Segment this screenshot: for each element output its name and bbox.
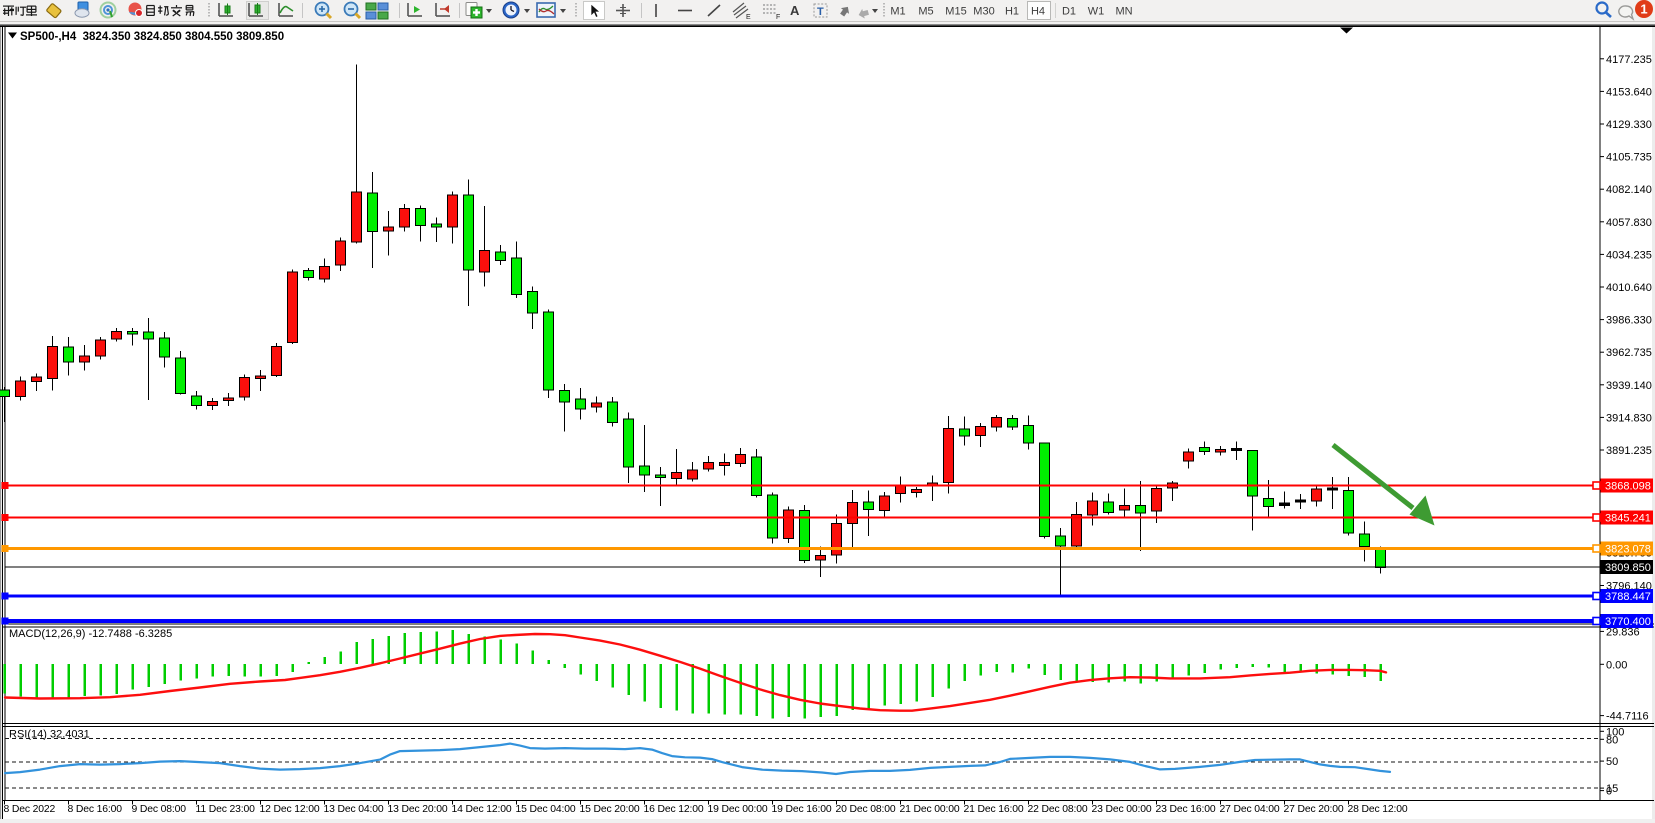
svg-text:11 Dec 23:00: 11 Dec 23:00: [196, 804, 256, 815]
svg-text:0: 0: [1606, 786, 1612, 798]
svg-text:27 Dec 20:00: 27 Dec 20:00: [1284, 804, 1344, 815]
svg-text:29.836: 29.836: [1606, 626, 1640, 638]
svg-text:3868.098: 3868.098: [1605, 481, 1651, 493]
svg-text:M5: M5: [918, 6, 933, 18]
svg-text:1: 1: [1640, 2, 1647, 17]
svg-text:27 Dec 04:00: 27 Dec 04:00: [1220, 804, 1280, 815]
svg-text:MN: MN: [1115, 6, 1132, 18]
svg-text:23 Dec 16:00: 23 Dec 16:00: [1156, 804, 1216, 815]
svg-text:4129.330: 4129.330: [1606, 119, 1652, 131]
svg-text:3962.735: 3962.735: [1606, 347, 1652, 359]
svg-text:3891.235: 3891.235: [1606, 445, 1652, 457]
svg-text:13 Dec 20:00: 13 Dec 20:00: [388, 804, 448, 815]
svg-text:3823.078: 3823.078: [1605, 544, 1651, 556]
svg-text:15: 15: [1606, 783, 1618, 795]
svg-text:M15: M15: [945, 6, 966, 18]
svg-text:T: T: [817, 6, 824, 18]
svg-text:3809.850: 3809.850: [1605, 562, 1651, 574]
svg-text:E: E: [746, 14, 751, 21]
svg-text:16 Dec 12:00: 16 Dec 12:00: [644, 804, 704, 815]
svg-text:SP500-,H4 3824.350 3824.850 3: SP500-,H4 3824.350 3824.850 3804.550 380…: [20, 31, 284, 43]
svg-text:3914.830: 3914.830: [1606, 412, 1652, 424]
svg-text:22 Dec 08:00: 22 Dec 08:00: [1028, 804, 1088, 815]
svg-text:3986.330: 3986.330: [1606, 315, 1652, 327]
svg-text:RSI(14) 32.4031: RSI(14) 32.4031: [9, 729, 90, 741]
svg-text:8 Dec 2022: 8 Dec 2022: [4, 804, 56, 815]
svg-text:50: 50: [1606, 756, 1618, 768]
svg-text:H4: H4: [1031, 6, 1045, 18]
svg-text:20 Dec 08:00: 20 Dec 08:00: [836, 804, 896, 815]
svg-text:19 Dec 00:00: 19 Dec 00:00: [708, 804, 768, 815]
svg-text:9 Dec 08:00: 9 Dec 08:00: [132, 804, 187, 815]
svg-text:3939.140: 3939.140: [1606, 380, 1652, 392]
svg-text:M30: M30: [973, 6, 994, 18]
svg-text:28 Dec 12:00: 28 Dec 12:00: [1348, 804, 1408, 815]
svg-text:12 Dec 12:00: 12 Dec 12:00: [260, 804, 320, 815]
svg-text:0.00: 0.00: [1606, 659, 1627, 671]
svg-text:4082.140: 4082.140: [1606, 184, 1652, 196]
svg-text:13 Dec 04:00: 13 Dec 04:00: [324, 804, 384, 815]
svg-text:15 Dec 04:00: 15 Dec 04:00: [516, 804, 576, 815]
svg-text:19 Dec 16:00: 19 Dec 16:00: [772, 804, 832, 815]
svg-text:3788.447: 3788.447: [1605, 591, 1651, 603]
svg-text:D1: D1: [1062, 6, 1076, 18]
svg-text:4010.640: 4010.640: [1606, 282, 1652, 294]
svg-text:4153.640: 4153.640: [1606, 86, 1652, 98]
svg-text:8 Dec 16:00: 8 Dec 16:00: [68, 804, 123, 815]
svg-text:100: 100: [1606, 726, 1624, 738]
svg-text:H1: H1: [1005, 6, 1019, 18]
svg-text:3770.400: 3770.400: [1605, 616, 1651, 628]
svg-text:MACD(12,26,9) -12.7488 -6.3285: MACD(12,26,9) -12.7488 -6.3285: [9, 628, 172, 640]
svg-text:14 Dec 12:00: 14 Dec 12:00: [452, 804, 512, 815]
svg-text:4177.235: 4177.235: [1606, 54, 1652, 66]
svg-text:W1: W1: [1088, 6, 1105, 18]
svg-text:-44.7116: -44.7116: [1606, 711, 1649, 723]
svg-text:4057.830: 4057.830: [1606, 217, 1652, 229]
svg-text:A: A: [790, 3, 800, 18]
svg-text:M1: M1: [890, 6, 905, 18]
svg-text:80: 80: [1606, 734, 1618, 746]
svg-text:F: F: [776, 14, 780, 21]
svg-text:4034.235: 4034.235: [1606, 249, 1652, 261]
svg-text:21 Dec 00:00: 21 Dec 00:00: [900, 804, 960, 815]
svg-text:21 Dec 16:00: 21 Dec 16:00: [964, 804, 1024, 815]
svg-text:23 Dec 00:00: 23 Dec 00:00: [1092, 804, 1152, 815]
svg-text:4105.735: 4105.735: [1606, 152, 1652, 164]
svg-text:15 Dec 20:00: 15 Dec 20:00: [580, 804, 640, 815]
svg-text:3845.241: 3845.241: [1605, 513, 1651, 525]
